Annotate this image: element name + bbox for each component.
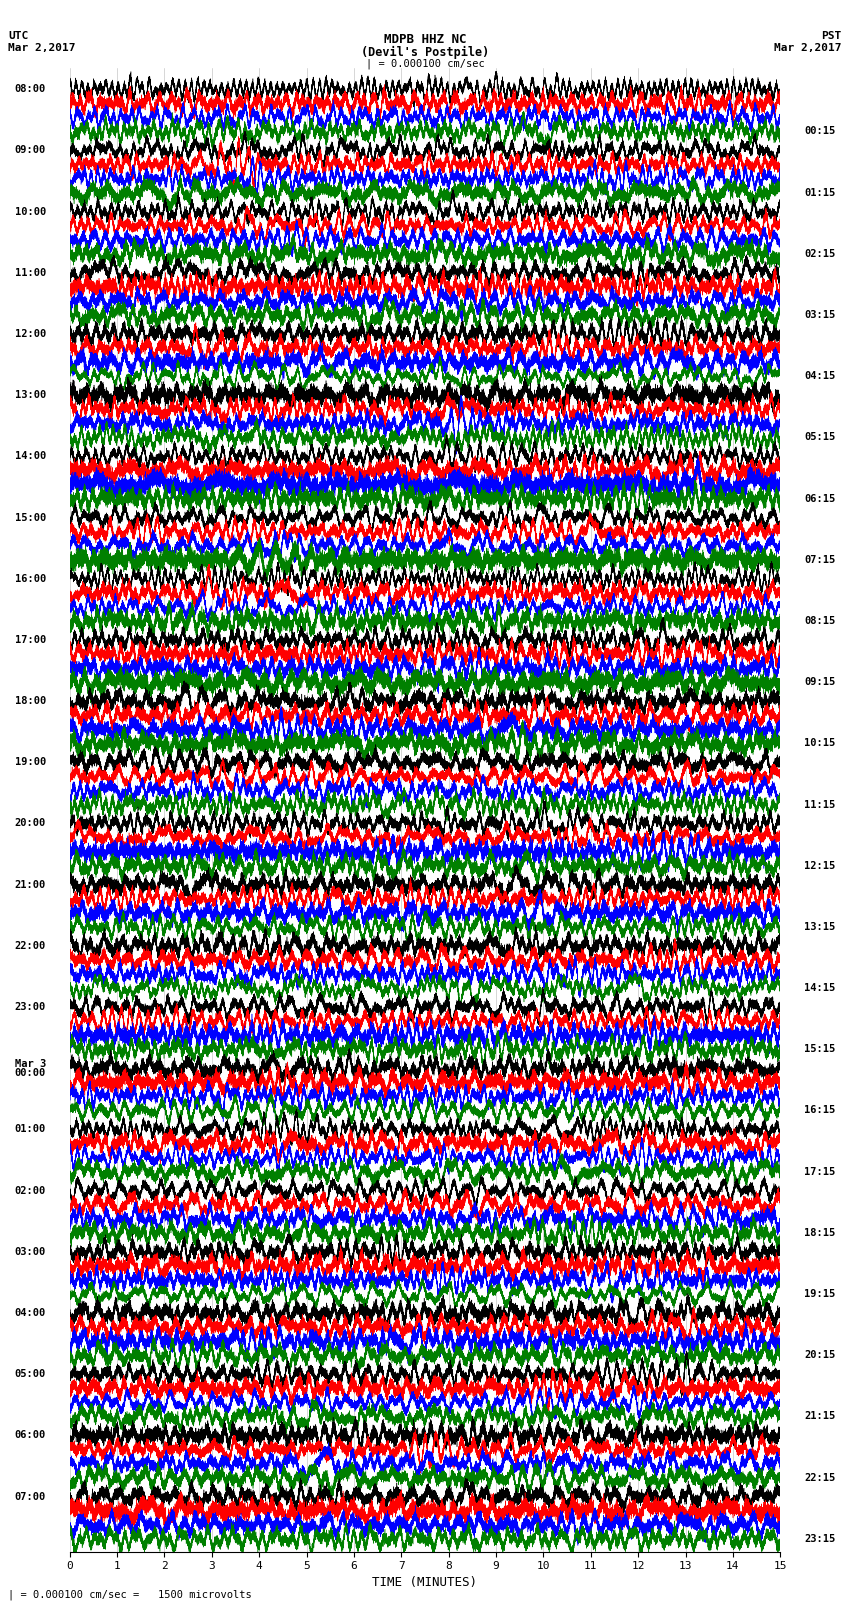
- Text: 02:00: 02:00: [14, 1186, 46, 1195]
- Text: UTC: UTC: [8, 31, 29, 40]
- Text: 18:00: 18:00: [14, 697, 46, 706]
- Text: 11:00: 11:00: [14, 268, 46, 277]
- Text: 05:00: 05:00: [14, 1369, 46, 1379]
- Text: MDPB HHZ NC: MDPB HHZ NC: [383, 32, 467, 47]
- Text: 09:00: 09:00: [14, 145, 46, 155]
- Text: 10:15: 10:15: [804, 739, 836, 748]
- Text: 12:00: 12:00: [14, 329, 46, 339]
- Text: | = 0.000100 cm/sec: | = 0.000100 cm/sec: [366, 58, 484, 69]
- Text: 20:00: 20:00: [14, 818, 46, 829]
- Text: 10:00: 10:00: [14, 206, 46, 216]
- Text: 19:00: 19:00: [14, 756, 46, 768]
- Text: 09:15: 09:15: [804, 677, 836, 687]
- Text: 15:15: 15:15: [804, 1044, 836, 1055]
- Text: 07:15: 07:15: [804, 555, 836, 565]
- Text: 14:15: 14:15: [804, 982, 836, 994]
- Text: 21:00: 21:00: [14, 879, 46, 890]
- Text: 04:00: 04:00: [14, 1308, 46, 1318]
- Text: 15:00: 15:00: [14, 513, 46, 523]
- X-axis label: TIME (MINUTES): TIME (MINUTES): [372, 1576, 478, 1589]
- Text: 01:15: 01:15: [804, 187, 836, 197]
- Text: 17:00: 17:00: [14, 636, 46, 645]
- Text: Mar 3
00:00: Mar 3 00:00: [14, 1058, 46, 1077]
- Text: 17:15: 17:15: [804, 1166, 836, 1177]
- Text: 01:00: 01:00: [14, 1124, 46, 1134]
- Text: 20:15: 20:15: [804, 1350, 836, 1360]
- Text: 16:00: 16:00: [14, 574, 46, 584]
- Text: 14:00: 14:00: [14, 452, 46, 461]
- Text: 05:15: 05:15: [804, 432, 836, 442]
- Text: 04:15: 04:15: [804, 371, 836, 381]
- Text: 13:00: 13:00: [14, 390, 46, 400]
- Text: 06:15: 06:15: [804, 494, 836, 503]
- Text: 22:15: 22:15: [804, 1473, 836, 1482]
- Text: 08:00: 08:00: [14, 84, 46, 94]
- Text: 12:15: 12:15: [804, 861, 836, 871]
- Text: 06:00: 06:00: [14, 1431, 46, 1440]
- Text: 21:15: 21:15: [804, 1411, 836, 1421]
- Text: 22:00: 22:00: [14, 940, 46, 952]
- Text: 00:15: 00:15: [804, 126, 836, 137]
- Text: 08:15: 08:15: [804, 616, 836, 626]
- Text: 02:15: 02:15: [804, 248, 836, 258]
- Text: PST: PST: [821, 31, 842, 40]
- Text: 23:00: 23:00: [14, 1002, 46, 1011]
- Text: Mar 2,2017: Mar 2,2017: [774, 44, 842, 53]
- Text: 11:15: 11:15: [804, 800, 836, 810]
- Text: 03:00: 03:00: [14, 1247, 46, 1257]
- Text: (Devil's Postpile): (Devil's Postpile): [361, 45, 489, 60]
- Text: 07:00: 07:00: [14, 1492, 46, 1502]
- Text: Mar 2,2017: Mar 2,2017: [8, 44, 76, 53]
- Text: 18:15: 18:15: [804, 1227, 836, 1237]
- Text: | = 0.000100 cm/sec =   1500 microvolts: | = 0.000100 cm/sec = 1500 microvolts: [8, 1589, 252, 1600]
- Text: 19:15: 19:15: [804, 1289, 836, 1298]
- Text: 03:15: 03:15: [804, 310, 836, 319]
- Text: 23:15: 23:15: [804, 1534, 836, 1544]
- Text: 16:15: 16:15: [804, 1105, 836, 1116]
- Text: 13:15: 13:15: [804, 923, 836, 932]
